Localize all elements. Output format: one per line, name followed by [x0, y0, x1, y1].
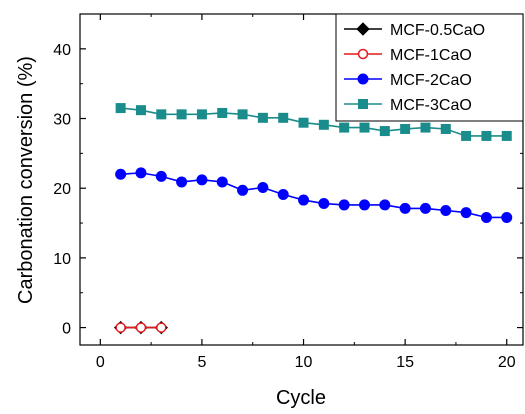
data-point — [339, 122, 350, 133]
x-tick-label: 20 — [498, 354, 516, 371]
data-point — [359, 122, 370, 133]
legend-item: MCF-3CaO — [344, 97, 472, 114]
y-tick-label: 0 — [62, 321, 71, 338]
legend-marker — [357, 48, 369, 60]
data-point — [318, 198, 330, 210]
x-tick-label: 0 — [96, 354, 105, 371]
data-point — [237, 109, 248, 120]
legend-label: MCF-1CaO — [390, 47, 472, 64]
x-axis-title: Cycle — [276, 387, 326, 409]
data-point — [419, 202, 431, 214]
data-point — [115, 103, 126, 114]
data-point — [176, 109, 187, 120]
data-point — [176, 176, 188, 188]
series-mcf-3cao — [115, 103, 512, 141]
data-point — [216, 176, 228, 188]
data-point — [115, 168, 127, 180]
data-point — [237, 184, 249, 196]
series-mcf-2cao — [115, 167, 513, 223]
data-point — [298, 194, 310, 206]
data-point — [358, 199, 370, 211]
x-tick-label: 10 — [295, 354, 313, 371]
data-point — [460, 207, 472, 219]
data-point — [135, 167, 147, 179]
legend-label: MCF-0.5CaO — [390, 22, 485, 39]
data-point — [440, 205, 452, 217]
data-point — [156, 109, 167, 120]
data-point — [196, 174, 208, 186]
data-point — [379, 126, 390, 137]
data-point — [501, 130, 512, 141]
data-point — [257, 182, 269, 194]
data-point — [420, 122, 431, 133]
y-axis-title: Carbonation conversion (%) — [15, 56, 37, 304]
data-point — [481, 130, 492, 141]
legend-marker — [356, 22, 370, 36]
y-tick-label: 10 — [53, 251, 71, 268]
y-tick-label: 20 — [53, 181, 71, 198]
legend: MCF-0.5CaO MCF-1CaO MCF-2CaO MCF-3CaO — [335, 13, 524, 122]
data-point — [155, 170, 167, 182]
data-point — [156, 322, 167, 333]
data-point — [461, 130, 472, 141]
data-point — [115, 322, 126, 333]
legend-marker — [358, 99, 368, 109]
y-tick-label: 40 — [53, 42, 71, 59]
legend-item: MCF-2CaO — [344, 72, 472, 89]
data-point — [379, 199, 391, 211]
data-point — [501, 211, 513, 223]
data-point — [217, 107, 228, 118]
legend-label: MCF-3CaO — [390, 97, 472, 114]
data-point — [480, 211, 492, 223]
data-point — [400, 123, 411, 134]
legend-label: MCF-2CaO — [390, 72, 472, 89]
legend-marker — [357, 73, 369, 85]
series-layer — [113, 103, 513, 335]
data-point — [278, 112, 289, 123]
data-point — [196, 109, 207, 120]
data-point — [399, 202, 411, 214]
series-mcf-1cao — [115, 322, 167, 333]
data-point — [440, 123, 451, 134]
data-point — [277, 188, 289, 200]
legend-item: MCF-0.5CaO — [344, 22, 485, 39]
y-tick-label: 30 — [53, 112, 71, 129]
data-point — [135, 105, 146, 116]
data-point — [338, 199, 350, 211]
data-point — [257, 112, 268, 123]
x-tick-label: 5 — [197, 354, 206, 371]
data-point — [135, 322, 147, 333]
plot-frame — [79, 13, 524, 346]
x-tick-label: 15 — [396, 354, 414, 371]
data-point — [318, 119, 329, 130]
plot-area: 0 5 10 15 20 0 10 20 30 40 — [53, 13, 524, 371]
legend-item: MCF-1CaO — [344, 47, 472, 64]
data-point — [298, 117, 309, 128]
